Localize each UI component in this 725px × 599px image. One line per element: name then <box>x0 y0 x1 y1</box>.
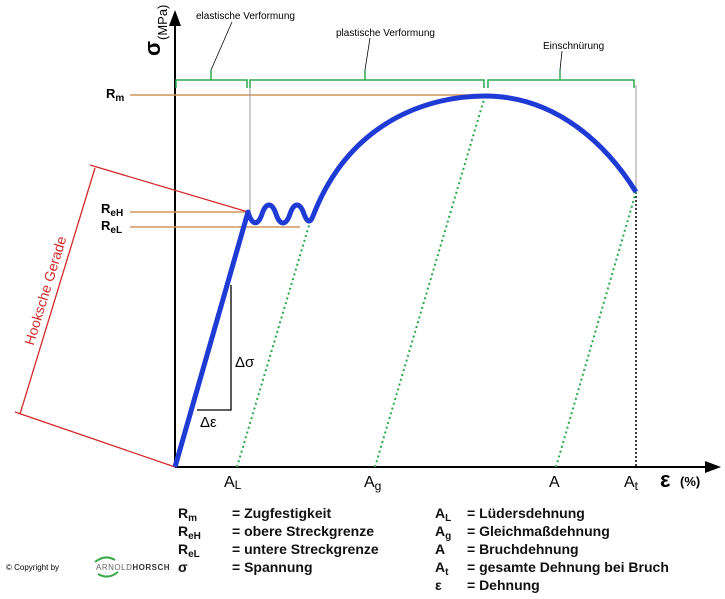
x-unit: (%) <box>680 474 700 489</box>
x-arrow <box>705 461 721 473</box>
legend-text: = Bruchdehnung <box>467 541 579 557</box>
legend-symbol: A <box>435 541 445 557</box>
legend: Rm = Zugfestigkeit ReH = obere Streckgrenze… <box>178 505 669 593</box>
symbol-sub: eL <box>188 549 200 560</box>
symbol-base: R <box>178 505 188 521</box>
symbol-sub: m <box>188 513 197 524</box>
legend-text: = obere Streckgrenze <box>232 523 374 539</box>
symbol-base: σ <box>178 559 188 575</box>
x-marker: A <box>549 474 560 491</box>
y-symbol: σ <box>140 41 165 56</box>
legend-symbol: ReL <box>178 541 200 560</box>
y-marker: Rm <box>106 86 124 104</box>
legend-text: = Gleichmaßdehnung <box>467 523 610 539</box>
symbol-base: A <box>435 523 445 539</box>
x-marker: Ag <box>364 474 381 493</box>
symbol-sub: eH <box>188 531 201 542</box>
delta-sigma: Δσ <box>235 354 255 371</box>
brand: ARNOLDHORSCH <box>96 563 170 572</box>
slope-triangle <box>197 285 232 411</box>
zone-label: elastische Verformung <box>196 11 295 22</box>
symbol-base: ε <box>435 577 442 593</box>
symbol-base: R <box>178 523 188 539</box>
x-symbol: ε <box>660 467 671 492</box>
legend-symbol: ε <box>435 577 442 593</box>
copyright: © Copyright by <box>6 563 59 572</box>
y-marker: ReL <box>101 218 122 236</box>
legend-text: = untere Streckgrenze <box>232 541 379 557</box>
logo-arrows <box>94 556 119 578</box>
legend-symbol: ReH <box>178 523 201 542</box>
unload-lines <box>236 95 637 468</box>
legend-symbol: σ <box>178 559 188 575</box>
delta-epsilon: Δε <box>200 414 217 431</box>
symbol-base: A <box>435 505 445 521</box>
zone-label: plastische Verformung <box>336 28 435 39</box>
symbol-base: A <box>435 541 445 557</box>
y-unit: (MPa) <box>155 5 170 40</box>
stress-strain-curve <box>172 93 639 468</box>
legend-symbol: Ag <box>435 523 451 542</box>
legend-text: = Dehnung <box>467 577 540 593</box>
legend-symbol: At <box>435 559 449 578</box>
symbol-base: R <box>178 541 188 557</box>
y-arrow <box>169 10 181 26</box>
legend-text: = Spannung <box>232 559 313 575</box>
legend-text: = Lüdersdehnung <box>467 505 585 521</box>
symbol-sub: L <box>445 513 451 524</box>
legend-text: = gesamte Dehnung bei Bruch <box>467 559 669 575</box>
legend-text: = Zugfestigkeit <box>232 505 332 521</box>
legend-symbol: Rm <box>178 505 197 524</box>
x-marker: At <box>624 474 639 493</box>
symbol-sub: t <box>445 567 449 578</box>
zone-pointers <box>210 21 563 71</box>
x-marker: AL <box>224 474 242 492</box>
symbol-base: A <box>435 559 445 575</box>
symbol-sub: g <box>445 531 451 542</box>
legend-symbol: AL <box>435 505 451 524</box>
hooke-lines <box>14 164 249 468</box>
y-marker: ReH <box>101 201 123 219</box>
zone-label: Einschnürung <box>543 41 604 52</box>
zone-brackets <box>175 70 635 88</box>
